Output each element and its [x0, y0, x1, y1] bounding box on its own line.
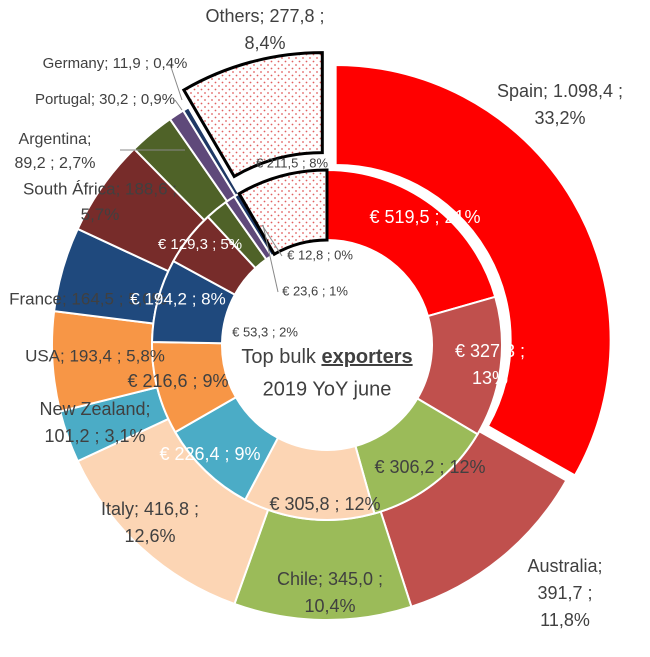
data-label: € 23,6 ; 1%	[282, 283, 348, 298]
data-label: South África; 188,6 ;	[23, 179, 177, 198]
data-label: Australia;	[527, 556, 602, 576]
data-label: 10,4%	[304, 596, 355, 616]
leader-line	[262, 224, 279, 293]
data-label: € 53,3 ; 2%	[232, 324, 298, 339]
data-label: 8,4%	[244, 33, 285, 53]
center-emphasis: exporters	[321, 346, 412, 368]
data-label: 12,6%	[124, 526, 175, 546]
center-line: Top bulk	[241, 346, 316, 368]
data-label: € 194,2 ; 8%	[130, 289, 225, 308]
data-label: € 306,2 ; 12%	[374, 457, 485, 477]
labels: Spain; 1.098,4 ; 33,2% Australia; 391,7 ; 11…	[9, 6, 623, 630]
data-label: USA; 193,4 ; 5,8%	[25, 346, 165, 365]
data-label: 391,7 ;	[537, 583, 592, 603]
data-label: 33,2%	[534, 108, 585, 128]
data-label: 13%	[472, 368, 508, 388]
leader-line	[169, 63, 183, 101]
center-subtitle: 2019 YoY june	[263, 378, 392, 400]
data-label: Others; 277,8 ;	[205, 6, 324, 26]
data-label: New Zealand;	[39, 399, 150, 419]
data-label: € 327,3 ;	[455, 341, 525, 361]
data-label: € 12,8 ; 0%	[287, 247, 353, 262]
data-label: Argentina;	[19, 131, 92, 148]
center-title: Top bulk exporters	[241, 346, 412, 368]
data-label: Italy; 416,8 ;	[101, 499, 199, 519]
data-label: € 226,4 ; 9%	[159, 444, 260, 464]
data-label: Portugal; 30,2 ; 0,9%	[35, 91, 175, 108]
data-label: € 305,8 ; 12%	[269, 494, 380, 514]
leader-line	[261, 224, 283, 257]
data-label: € 519,5 ; 21%	[369, 207, 480, 227]
data-label: 101,2 ; 3,1%	[44, 426, 145, 446]
rings	[51, 51, 612, 621]
data-label: 5,7%	[81, 205, 120, 224]
slice	[334, 63, 612, 477]
data-label: € 129,3 ; 5%	[158, 236, 242, 253]
data-label: 89,2 ; 2,7%	[15, 155, 96, 172]
data-label: Germany; 11,9 ; 0,4%	[43, 55, 188, 72]
slice	[326, 168, 497, 318]
leader-line	[174, 99, 183, 111]
data-label: France; 164,5 ; 5,0%	[9, 289, 167, 308]
slice	[181, 51, 324, 179]
data-label: Chile; 345,0 ;	[277, 569, 383, 589]
data-label: Spain; 1.098,4 ;	[497, 81, 623, 101]
data-label: 11,8%	[540, 610, 590, 630]
slice	[237, 168, 329, 257]
data-label: € 216,6 ; 9%	[127, 371, 228, 391]
data-label: € 211,5 ; 8%	[256, 155, 328, 170]
